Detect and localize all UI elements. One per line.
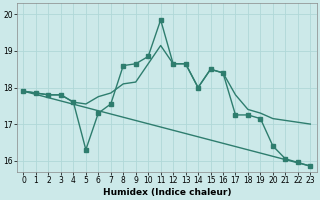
X-axis label: Humidex (Indice chaleur): Humidex (Indice chaleur) [103, 188, 231, 197]
